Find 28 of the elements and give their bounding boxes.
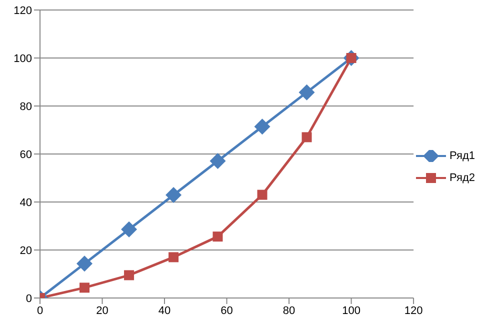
x-tick-label: 80 bbox=[282, 304, 296, 317]
y-tick-label: 60 bbox=[20, 148, 32, 161]
x-tick-label: 100 bbox=[342, 304, 360, 317]
point bbox=[121, 221, 138, 238]
x-tick-label: 20 bbox=[96, 304, 108, 317]
x-tick-label: 40 bbox=[158, 304, 171, 317]
legend-label: Ряд2 bbox=[450, 172, 475, 184]
y-tick-label: 100 bbox=[14, 52, 32, 65]
legend-label: Ряд1 bbox=[450, 150, 475, 162]
point bbox=[124, 270, 134, 280]
point bbox=[80, 282, 90, 293]
point bbox=[166, 187, 182, 204]
point bbox=[212, 232, 223, 242]
x-tick-label: 0 bbox=[36, 304, 44, 317]
x-tick-label: 60 bbox=[220, 304, 233, 317]
y-tick-label: 120 bbox=[14, 4, 32, 17]
y-tick-label: 0 bbox=[26, 292, 32, 305]
point bbox=[257, 190, 268, 200]
y-tick-label: 80 bbox=[20, 100, 32, 113]
point bbox=[76, 256, 93, 272]
point bbox=[210, 152, 226, 169]
x-tick-label: 120 bbox=[404, 304, 423, 317]
point bbox=[254, 118, 270, 135]
y-tick-label: 20 bbox=[20, 244, 32, 257]
point bbox=[302, 132, 312, 142]
y-tick-label: 40 bbox=[20, 196, 32, 209]
point bbox=[168, 252, 179, 262]
point bbox=[298, 84, 315, 100]
